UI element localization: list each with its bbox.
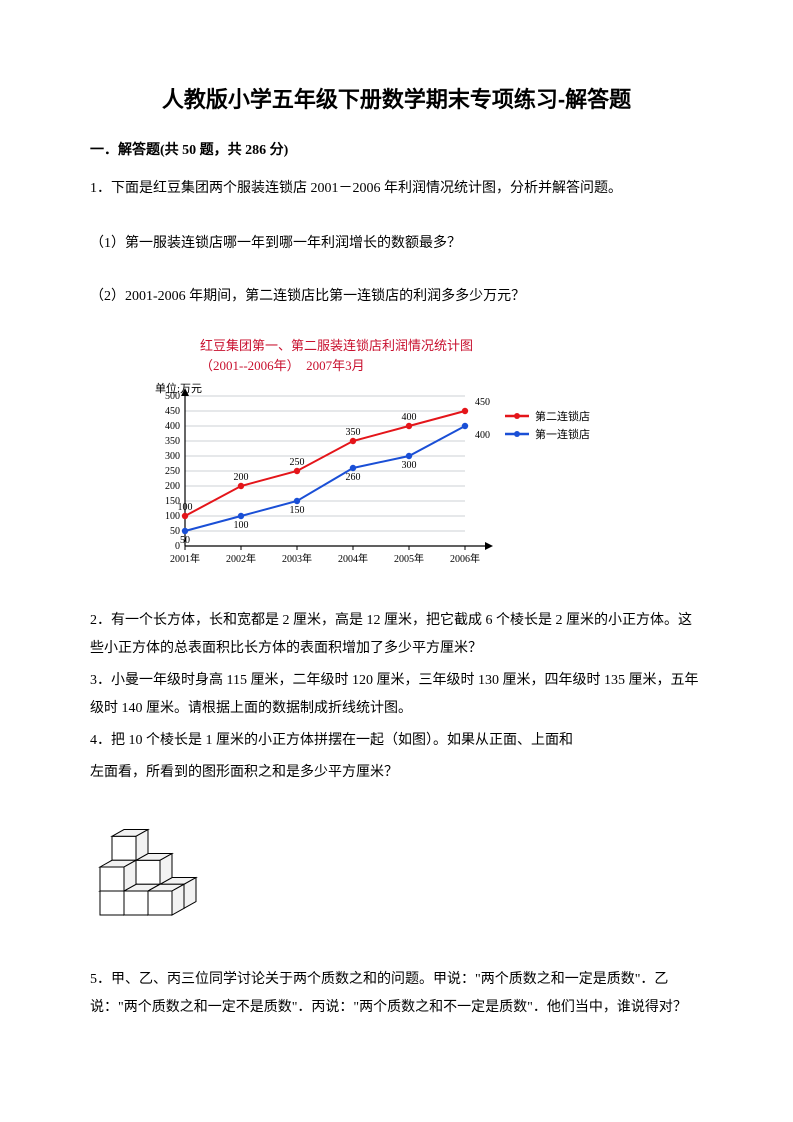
line-chart: 单位:万元0501001502002503003504004505002001年… (150, 378, 610, 578)
q5: 5．甲、乙、丙三位同学讨论关于两个质数之和的问题。甲说："两个质数之和一定是质数… (90, 966, 703, 1022)
q1-sub1: （1）第一服装连锁店哪一年到哪一年利润增长的数额最多？ (90, 231, 703, 256)
section-header: 一．解答题(共 50 题，共 286 分) (90, 138, 703, 163)
q4-line1: 4．把 10 个棱长是 1 厘米的小正方体拼摆在一起（如图）。如果从正面、上面和 (90, 727, 703, 755)
svg-text:2004年: 2004年 (338, 552, 368, 565)
svg-text:300: 300 (165, 451, 180, 462)
svg-text:50: 50 (180, 535, 190, 546)
q2: 2．有一个长方体，长和宽都是 2 厘米，高是 12 厘米，把它截成 6 个棱长是… (90, 607, 703, 663)
q1-stem: 1．下面是红豆集团两个服装连锁店 2001－2006 年利润情况统计图，分析并解… (90, 175, 703, 203)
svg-text:200: 200 (165, 481, 180, 492)
q4-line2: 左面看，所看到的图形面积之和是多少平方厘米？ (90, 759, 703, 787)
chart-title-line2: （2001--2006年） 2007年3月 (200, 357, 703, 375)
svg-text:250: 250 (290, 457, 305, 468)
svg-text:250: 250 (165, 466, 180, 477)
svg-text:50: 50 (170, 526, 180, 537)
svg-text:450: 450 (165, 406, 180, 417)
svg-text:400: 400 (165, 421, 180, 432)
svg-text:200: 200 (234, 472, 249, 483)
svg-text:400: 400 (402, 412, 417, 423)
chart-container: 红豆集团第一、第二服装连锁店利润情况统计图 （2001--2006年） 2007… (150, 337, 703, 587)
svg-text:500: 500 (165, 391, 180, 402)
svg-text:400: 400 (475, 430, 490, 441)
svg-text:第二连锁店: 第二连锁店 (535, 409, 590, 423)
svg-text:2005年: 2005年 (394, 552, 424, 565)
svg-text:2003年: 2003年 (282, 552, 312, 565)
svg-text:100: 100 (234, 520, 249, 531)
q1-sub2: （2）2001-2006 年期间，第二连锁店比第一连锁店的利润多多少万元？ (90, 284, 703, 309)
q3: 3．小曼一年级时身高 115 厘米，二年级时 120 厘米，三年级时 130 厘… (90, 667, 703, 723)
svg-text:2006年: 2006年 (450, 552, 480, 565)
svg-text:260: 260 (346, 472, 361, 483)
svg-text:2001年: 2001年 (170, 552, 200, 565)
cube-svg (90, 807, 220, 927)
chart-title-line1: 红豆集团第一、第二服装连锁店利润情况统计图 (200, 337, 703, 355)
cube-figure (90, 807, 703, 936)
svg-text:300: 300 (402, 460, 417, 471)
svg-text:350: 350 (346, 427, 361, 438)
svg-text:2002年: 2002年 (226, 552, 256, 565)
svg-text:100: 100 (178, 502, 193, 513)
svg-text:150: 150 (290, 505, 305, 516)
svg-text:350: 350 (165, 436, 180, 447)
svg-text:450: 450 (475, 397, 490, 408)
page-title: 人教版小学五年级下册数学期末专项练习-解答题 (90, 80, 703, 120)
svg-text:第一连锁店: 第一连锁店 (535, 427, 590, 441)
